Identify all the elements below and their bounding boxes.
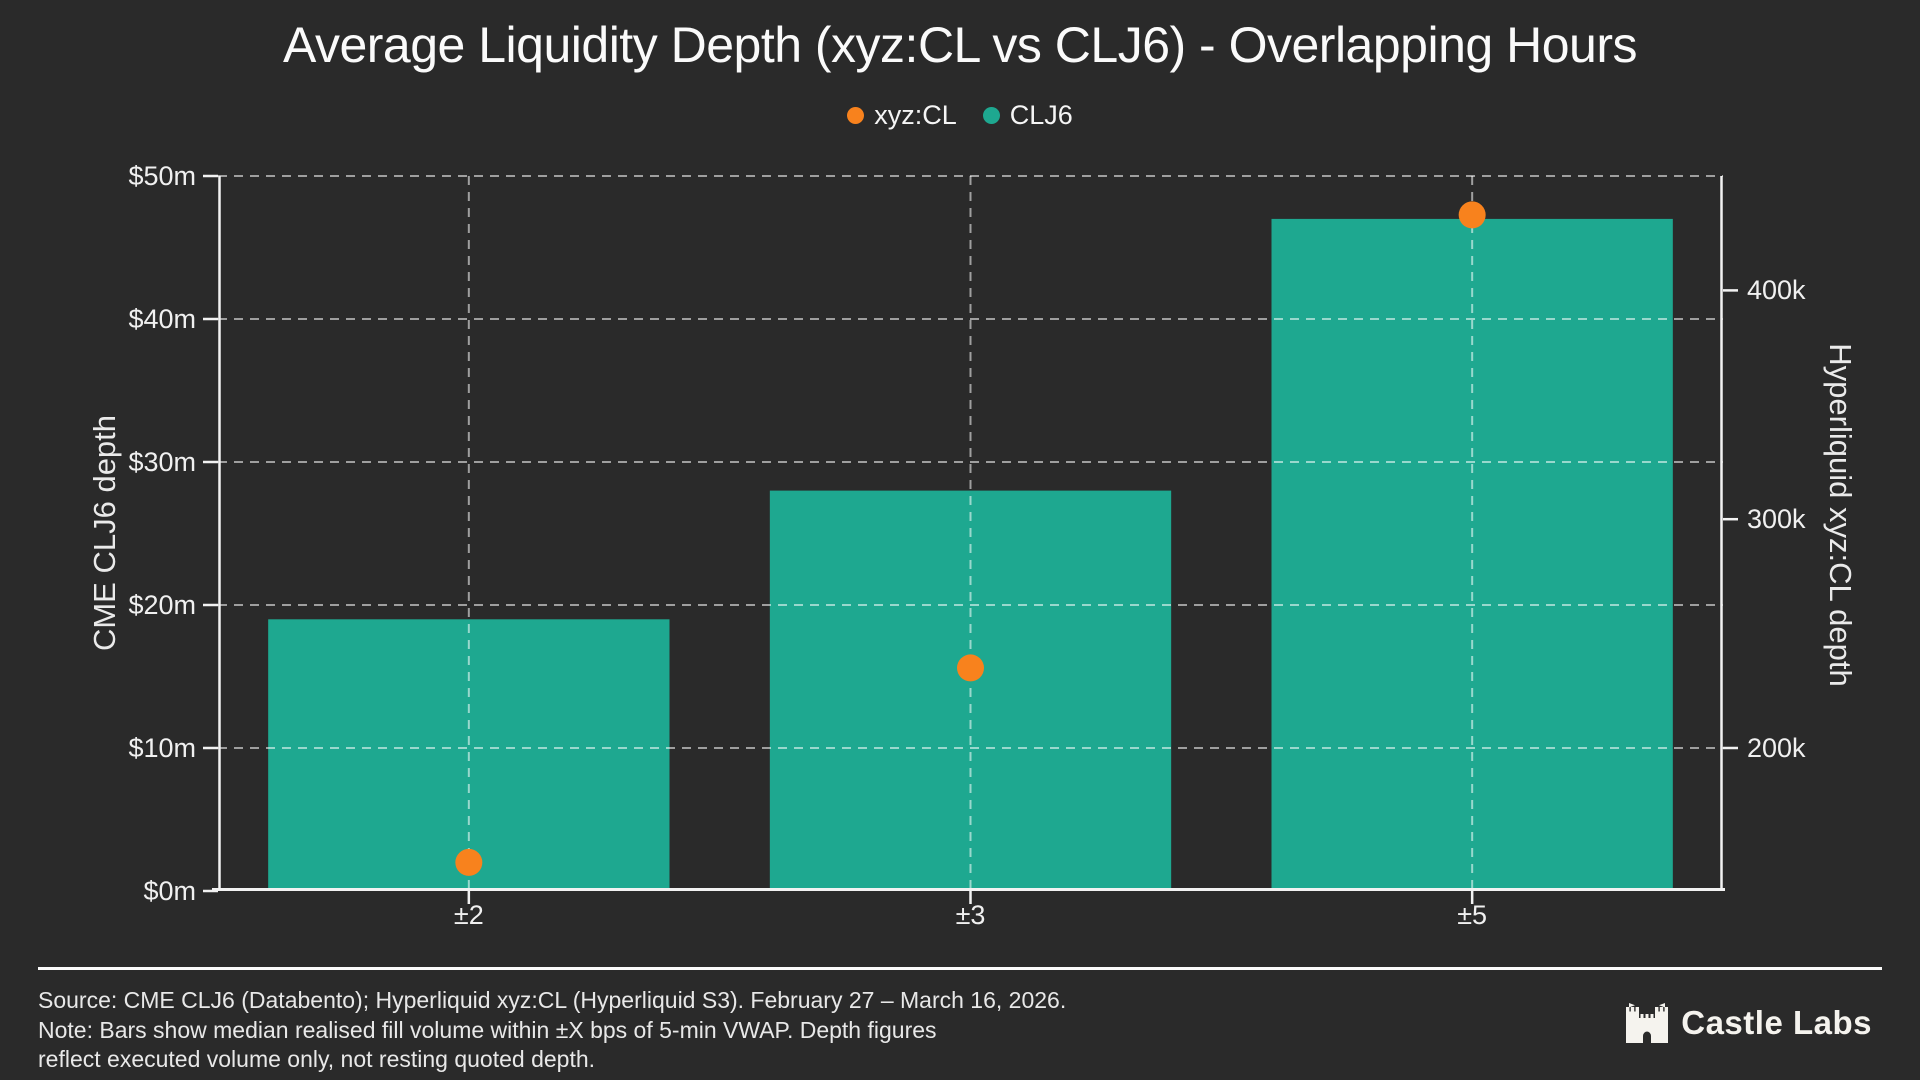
y-tick-label-left: $40m [128, 304, 196, 334]
legend: xyz:CL CLJ6 [0, 100, 1920, 131]
y-tick-label-right: 300k [1747, 504, 1806, 535]
x-tick-label: ±2 [453, 900, 484, 930]
legend-label-xyzcl: xyz:CL [874, 100, 957, 130]
scatter-dot-±5 [1458, 201, 1486, 229]
page-title: Average Liquidity Depth (xyz:CL vs CLJ6)… [283, 17, 1637, 73]
note-text-line2: reflect executed volume only, not restin… [38, 1046, 596, 1072]
note-text-line1: Note: Bars show median realised fill vol… [38, 1016, 937, 1043]
footer-notes: Source: CME CLJ6 (Databento); Hyperliqui… [38, 986, 1066, 1075]
y-tick-label-left: $0m [143, 876, 196, 906]
source-text: Source: CME CLJ6 (Databento); Hyperliqui… [38, 987, 1067, 1013]
brand-logo: Castle Labs [1625, 1003, 1872, 1043]
xyzcl-dot-icon [847, 107, 865, 124]
y-tick-label-left: $20m [128, 590, 196, 620]
x-tick-label: ±3 [955, 900, 986, 930]
scatter-dot-±3 [957, 654, 984, 682]
right-axis-title: Hyperliquid xyz:CL depth [1823, 343, 1858, 687]
legend-item-clj6: CLJ6 [982, 100, 1073, 131]
bar-±5 [1271, 218, 1673, 891]
brand-name: Castle Labs [1681, 1004, 1872, 1041]
castle-icon [1626, 1003, 1669, 1043]
y-tick-label-right: 400k [1747, 275, 1806, 306]
clj6-dot-icon [982, 107, 1000, 124]
y-tick-label-left: $10m [128, 733, 196, 763]
footer-divider [38, 967, 1882, 970]
scatter-dot-±2 [455, 848, 483, 876]
y-tick-label-left: $30m [128, 447, 196, 477]
y-tick-label-left: $50m [128, 161, 196, 191]
y-tick-label-right: 200k [1747, 733, 1806, 763]
plot-area [203, 174, 1738, 904]
legend-item-xyzcl: xyz:CL [847, 100, 957, 131]
legend-label-clj6: CLJ6 [1009, 100, 1073, 130]
x-tick-label: ±5 [1457, 900, 1488, 930]
